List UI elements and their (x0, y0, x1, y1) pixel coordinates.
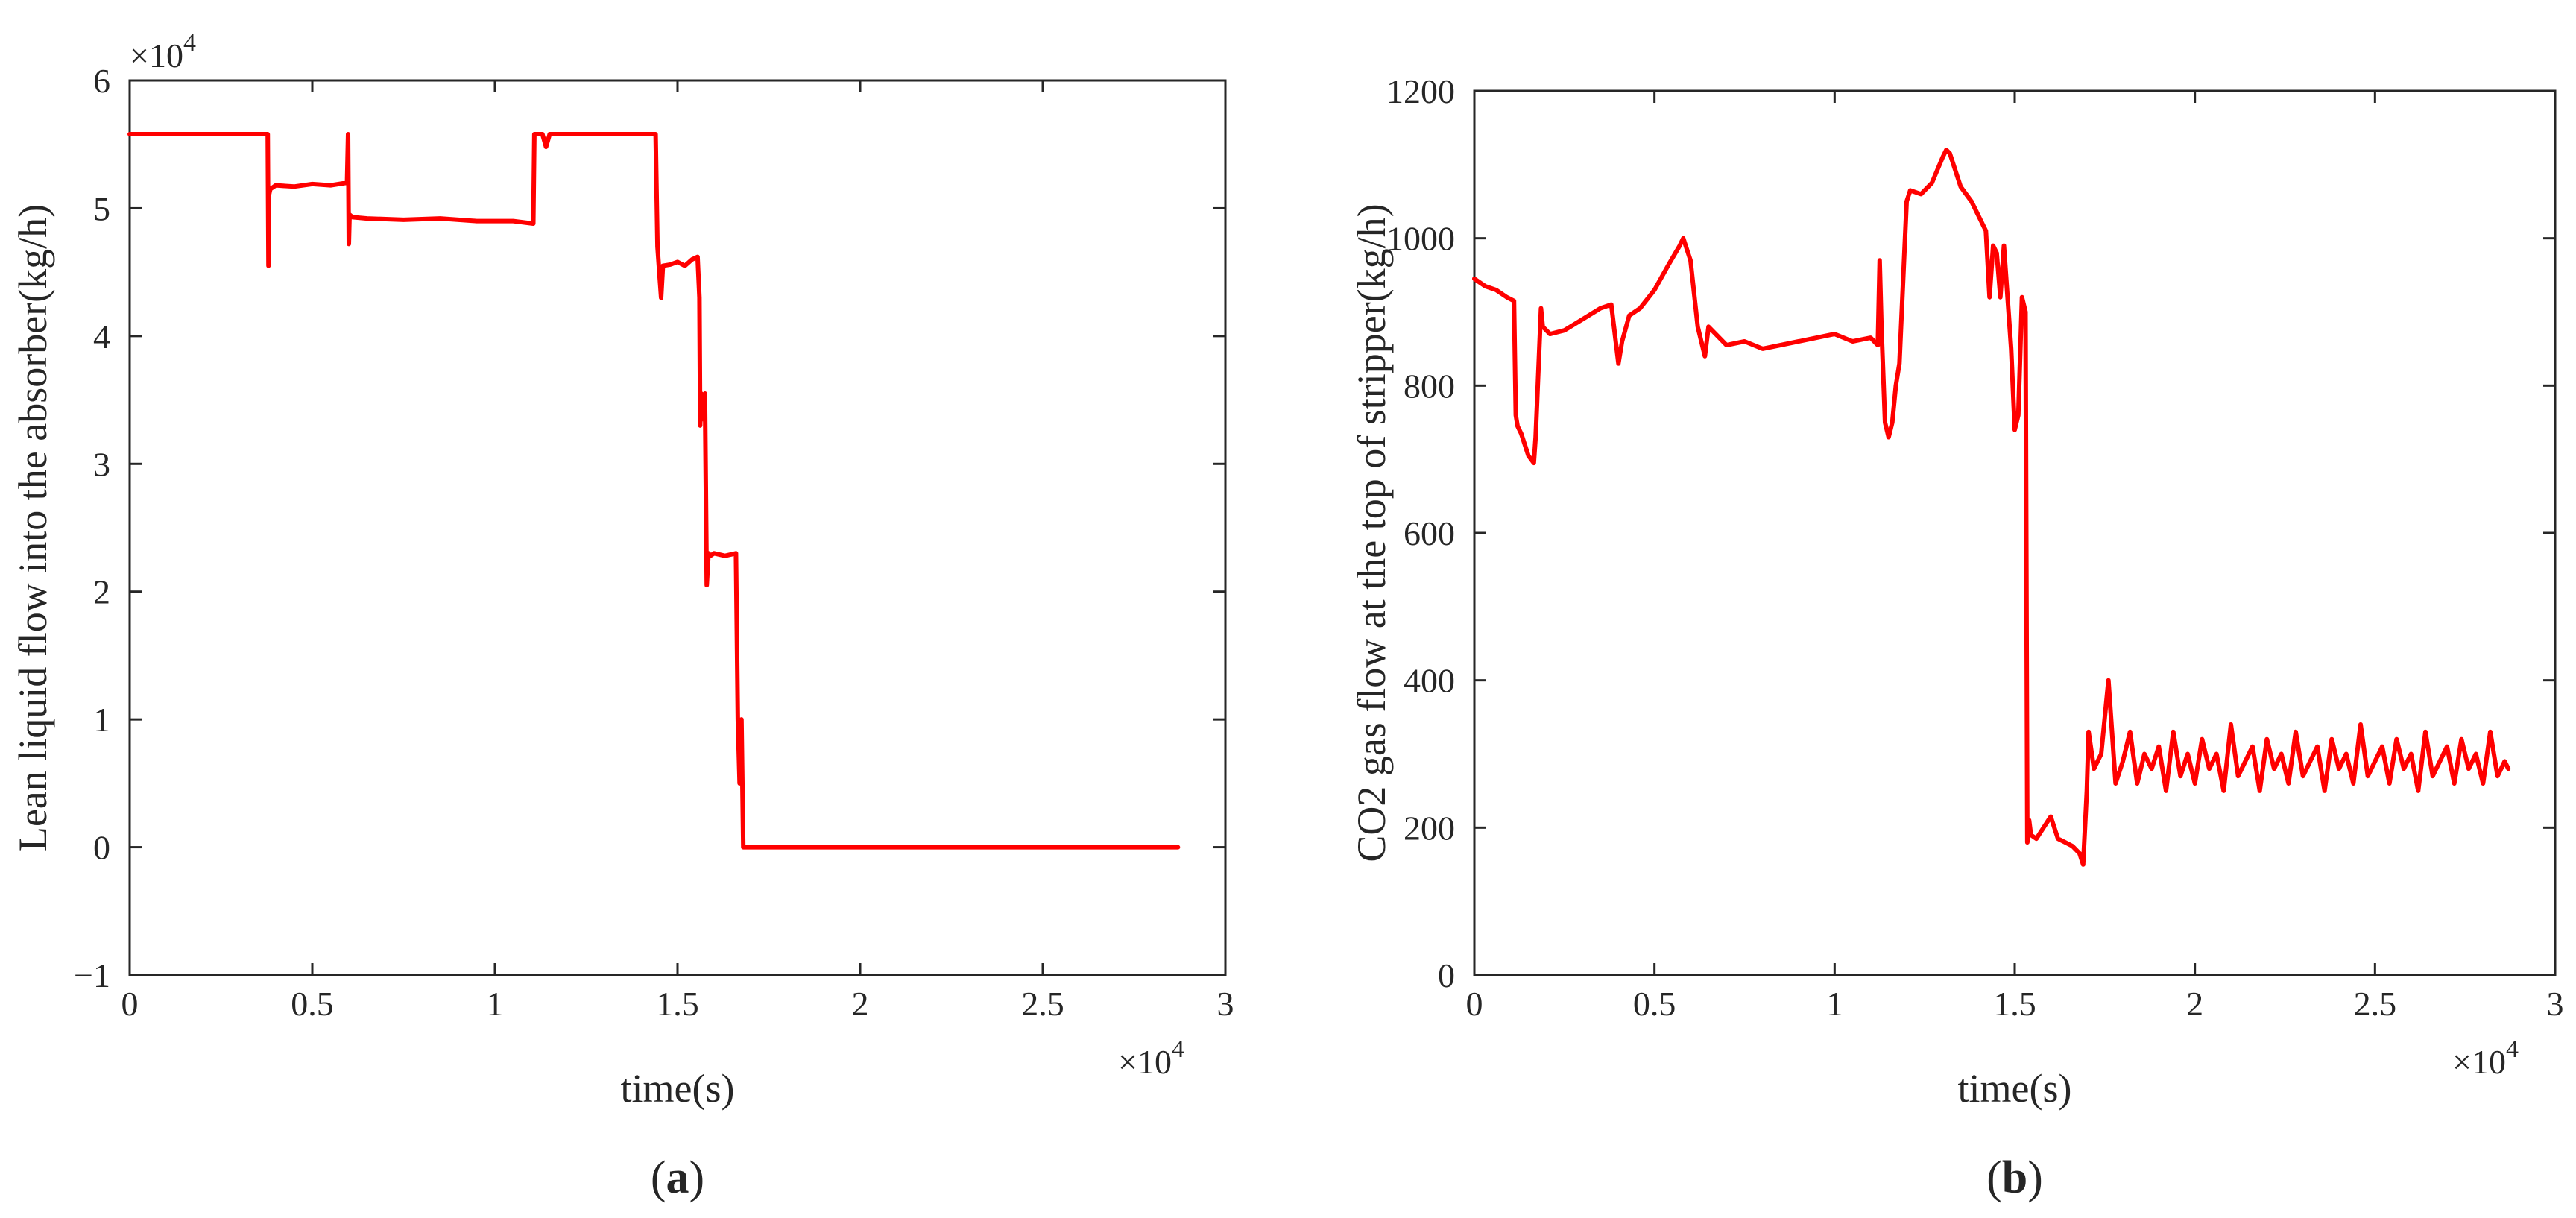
panel-a-x-exponent: ×104 (1118, 1035, 1184, 1081)
panel-b-caption: (b) (1986, 1152, 2043, 1203)
panel-a-x-tick-label: 2 (852, 985, 869, 1023)
panel-b-y-tick-label: 800 (1404, 367, 1455, 405)
panel-b-x-axis-label: time(s) (1958, 1066, 2072, 1111)
panel-b-plot-area (1473, 89, 2557, 976)
panel-a-y-tick-label: 0 (93, 829, 110, 867)
panel-a-x-tick-label: 1.5 (656, 985, 699, 1023)
panel-b-x-tick-label: 0.5 (1633, 985, 1676, 1023)
panel-b-y-tick-label: 1200 (1386, 72, 1455, 110)
panel-b-x-tick-label: 0 (1466, 985, 1483, 1023)
panel-b-x-exponent: ×104 (2452, 1035, 2519, 1081)
panel-b-x-tick-label: 2.5 (2354, 985, 2397, 1023)
panel-b-y-axis-label: CO2 gas flow at the top of stripper(kg/h… (1349, 203, 1394, 862)
panel-a-y-tick-label: 5 (93, 189, 110, 227)
panel-a-y-tick-label: −1 (74, 956, 110, 994)
panel-a-x-tick-label: 3 (1217, 985, 1234, 1023)
panel-a-x-axis-label: time(s) (621, 1066, 735, 1111)
panel-b-x-tick-label: 2 (2186, 985, 2203, 1023)
panel-a-y-tick-label: 3 (93, 445, 110, 483)
panel-b-y-tick-label: 0 (1438, 956, 1455, 994)
panel-b-x-tick-label: 1.5 (1993, 985, 2036, 1023)
panel-a-y-exponent: ×104 (130, 29, 196, 75)
panel-a-y-tick-label: 2 (93, 573, 110, 611)
panel-b-chart: 0 0.5 1 1.5 2 2.5 3 0 200 400 600 800 1000 1200 time(… (1349, 72, 2564, 1203)
panel-a-x-tick-label: 0 (121, 985, 139, 1023)
panel-b-y-tick-label: 200 (1404, 809, 1455, 847)
panel-b-y-tick-label: 600 (1404, 514, 1455, 552)
panel-a-x-tick-label: 0.5 (291, 985, 334, 1023)
panel-b-x-tick-label: 3 (2547, 985, 2564, 1023)
panel-b-y-tick-label: 1000 (1386, 220, 1455, 258)
panel-b-series-line (1472, 148, 2511, 867)
panel-a-plot-area (128, 79, 1227, 976)
panel-b-axes: 0 0.5 1 1.5 2 2.5 3 0 200 400 600 800 1000 1200 (1386, 72, 2564, 1023)
panel-a-caption: (a) (651, 1152, 704, 1203)
panel-a-y-tick-label: 1 (93, 701, 110, 739)
panel-a-y-tick-label: 4 (93, 318, 110, 356)
panel-a-chart: 0 0.5 1 1.5 2 2.5 3 −1 0 1 2 3 4 5 6 time(s) Lean liqu… (10, 29, 1234, 1203)
panel-a-axes: 0 0.5 1 1.5 2 2.5 3 −1 0 1 2 3 4 5 6 (74, 62, 1234, 1023)
panel-b-y-tick-label: 400 (1404, 662, 1455, 700)
panel-a-x-tick-label: 2.5 (1021, 985, 1064, 1023)
panel-b-x-tick-label: 1 (1826, 985, 1843, 1023)
panel-a-y-axis-label: Lean liquid flow into the absorber(kg/h) (10, 204, 55, 851)
panel-a-series-line (127, 132, 1181, 850)
panel-a-x-tick-label: 1 (487, 985, 504, 1023)
panel-a-y-tick-label: 6 (93, 62, 110, 100)
